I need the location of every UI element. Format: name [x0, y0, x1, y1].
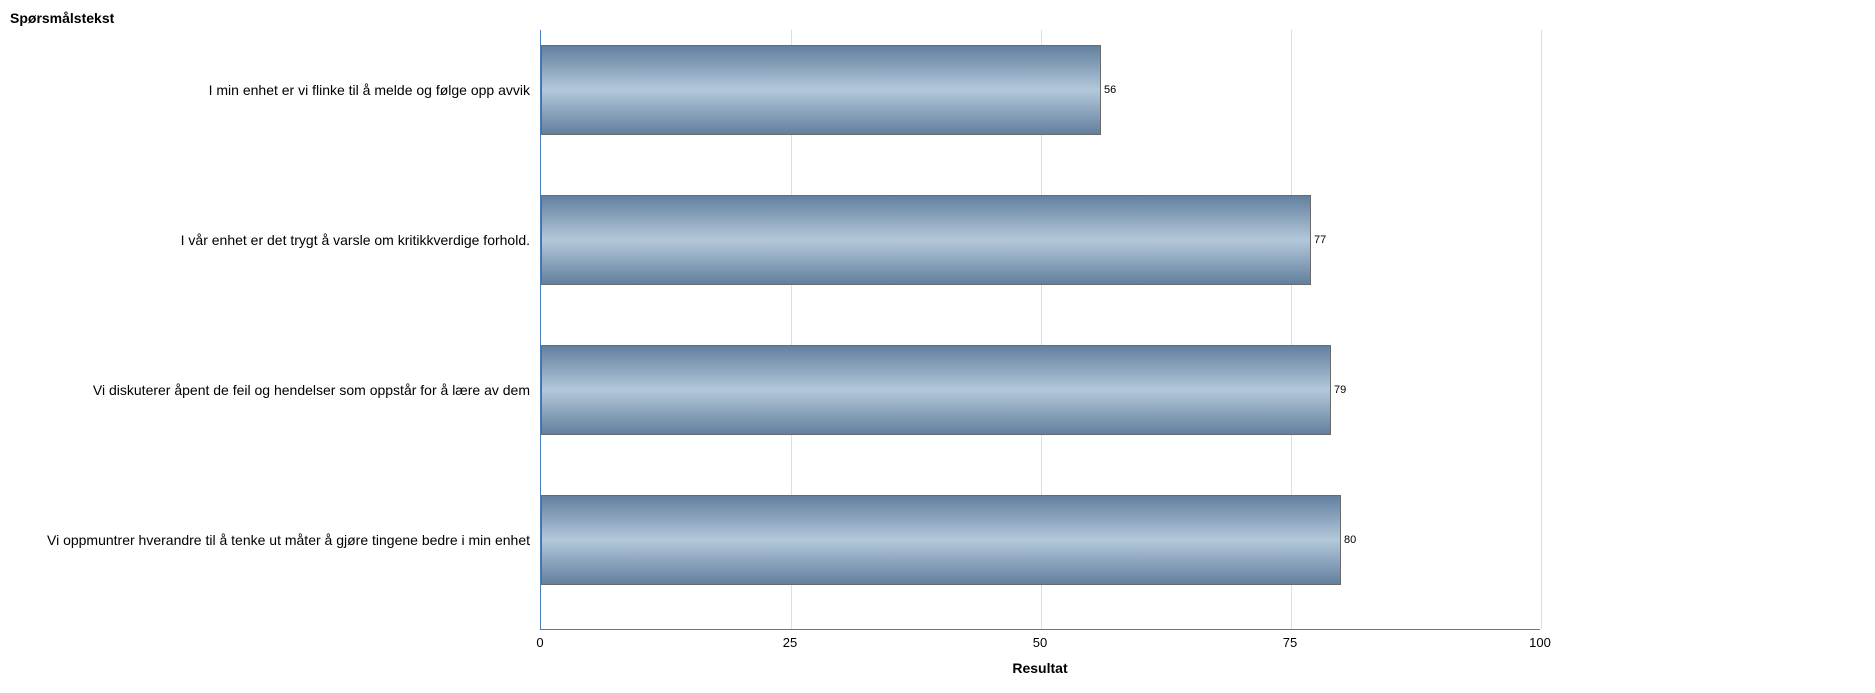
x-axis-title: Resultat: [540, 660, 1540, 676]
bar: 80: [541, 495, 1341, 585]
category-label: Vi oppmuntrer hverandre til å tenke ut m…: [10, 532, 530, 548]
bar-chart: Spørsmålstekst 56 77 79 80 Resultat 0 25 50 75…: [0, 0, 1875, 693]
category-label: Vi diskuterer åpent de feil og hendelser…: [10, 382, 530, 398]
bar-value-label: 79: [1334, 384, 1346, 396]
x-tick-label: 100: [1529, 635, 1551, 650]
x-tick-label: 25: [783, 635, 797, 650]
bar: 79: [541, 345, 1331, 435]
bar-row: 80: [541, 495, 1341, 585]
y-axis-title: Spørsmålstekst: [10, 10, 114, 26]
bar: 56: [541, 45, 1101, 135]
plot-area: 56 77 79 80: [540, 30, 1540, 630]
gridline: [1541, 30, 1542, 629]
bar-value-label: 80: [1344, 534, 1356, 546]
bar-row: 56: [541, 45, 1101, 135]
category-label: I min enhet er vi flinke til å melde og …: [10, 82, 530, 98]
bar-row: 79: [541, 345, 1331, 435]
bar-value-label: 77: [1314, 234, 1326, 246]
x-tick-label: 0: [536, 635, 543, 650]
bar-row: 77: [541, 195, 1311, 285]
x-tick-label: 50: [1033, 635, 1047, 650]
bar-value-label: 56: [1104, 84, 1116, 96]
category-label: I vår enhet er det trygt å varsle om kri…: [10, 232, 530, 248]
bar: 77: [541, 195, 1311, 285]
x-tick-label: 75: [1283, 635, 1297, 650]
